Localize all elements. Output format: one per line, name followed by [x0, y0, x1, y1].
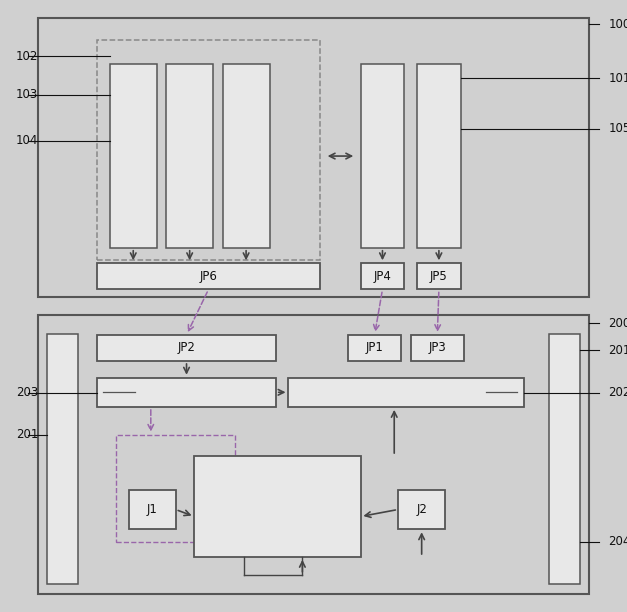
FancyBboxPatch shape [47, 334, 78, 584]
FancyBboxPatch shape [361, 64, 404, 248]
FancyBboxPatch shape [38, 315, 589, 594]
FancyBboxPatch shape [411, 335, 464, 361]
FancyBboxPatch shape [97, 378, 276, 407]
Text: JP5: JP5 [430, 270, 448, 283]
FancyBboxPatch shape [398, 490, 445, 529]
FancyBboxPatch shape [223, 64, 270, 248]
Text: 102: 102 [16, 50, 38, 63]
FancyBboxPatch shape [549, 334, 580, 584]
Text: 201: 201 [16, 428, 38, 441]
Text: 203: 203 [16, 386, 38, 400]
FancyBboxPatch shape [194, 456, 361, 557]
Text: J1: J1 [147, 503, 157, 516]
Text: 201: 201 [608, 343, 627, 357]
FancyBboxPatch shape [110, 64, 157, 248]
Text: JP1: JP1 [366, 341, 384, 354]
FancyBboxPatch shape [97, 263, 320, 289]
Text: 103: 103 [16, 88, 38, 102]
Text: JP3: JP3 [428, 341, 446, 354]
FancyBboxPatch shape [97, 335, 276, 361]
Text: 104: 104 [16, 134, 38, 147]
Text: 100: 100 [608, 18, 627, 31]
Text: 204: 204 [608, 535, 627, 548]
Text: 105: 105 [608, 122, 627, 135]
Text: 202: 202 [608, 386, 627, 400]
Text: 101: 101 [608, 72, 627, 85]
FancyBboxPatch shape [129, 490, 176, 529]
Text: JP2: JP2 [177, 341, 196, 354]
Text: 200: 200 [608, 316, 627, 330]
FancyBboxPatch shape [417, 64, 461, 248]
FancyBboxPatch shape [348, 335, 401, 361]
FancyBboxPatch shape [38, 18, 589, 297]
Text: JP6: JP6 [199, 270, 218, 283]
FancyBboxPatch shape [288, 378, 524, 407]
FancyBboxPatch shape [166, 64, 213, 248]
Text: J2: J2 [416, 503, 427, 516]
Text: JP4: JP4 [374, 270, 391, 283]
FancyBboxPatch shape [361, 263, 404, 289]
FancyBboxPatch shape [417, 263, 461, 289]
